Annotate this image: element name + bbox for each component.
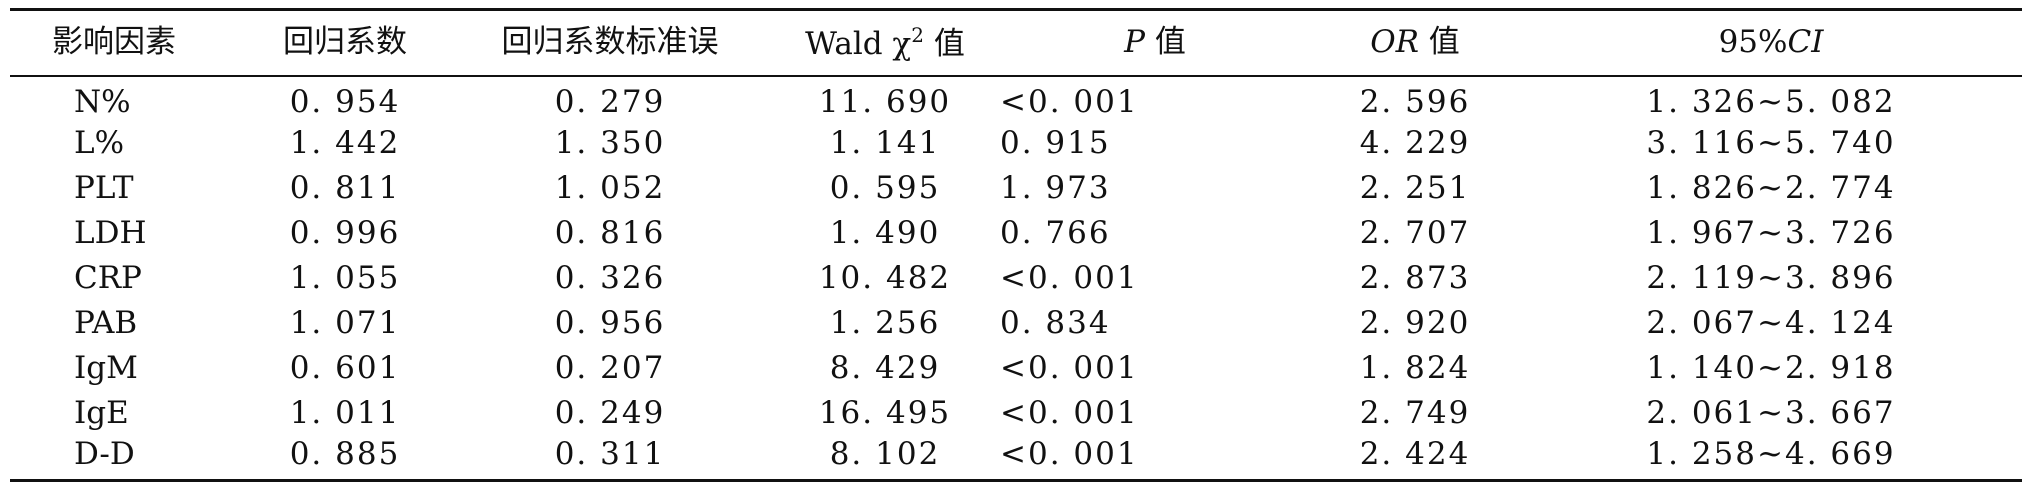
cell-factor: L%: [74, 124, 125, 161]
cell-se: 0. 279: [554, 84, 666, 120]
header-ci-symbol: CI: [1787, 24, 1824, 61]
cell-or: 2. 424: [1310, 435, 1520, 482]
cell-p: <0. 001: [1000, 435, 1310, 482]
table-row: PAB 1. 071 0. 956 1. 256 0. 834 2. 920 2…: [10, 301, 2022, 346]
cell-factor: LDH: [74, 214, 147, 251]
cell-se: 0. 816: [554, 214, 666, 251]
header-p-suffix: 值: [1145, 24, 1186, 61]
cell-factor: PAB: [74, 304, 138, 341]
header-p-symbol: P: [1124, 24, 1145, 61]
cell-or: 2. 920: [1359, 304, 1471, 341]
cell-p: 0. 915: [1000, 124, 1111, 161]
cell-factor: D-D: [10, 435, 240, 482]
cell-coef: 0. 996: [289, 214, 401, 251]
cell-or: 2. 707: [1359, 214, 1471, 251]
cell-se: 0. 249: [554, 394, 666, 431]
cell-wald: 0. 595: [829, 169, 941, 206]
cell-wald: 1. 490: [829, 214, 941, 251]
header-factor: 影响因素: [10, 8, 240, 77]
cell-coef: 1. 055: [289, 259, 401, 296]
cell-coef: 0. 811: [289, 169, 401, 206]
cell-factor: CRP: [74, 259, 142, 296]
table-row: D-D 0. 885 0. 311 8. 102 <0. 001 2. 424 …: [10, 435, 2022, 482]
cell-coef: 0. 954: [289, 84, 401, 120]
cell-coef: 0. 601: [289, 349, 401, 386]
cell-ci: 2. 067~4. 124: [1646, 304, 1896, 341]
cell-se: 0. 311: [450, 435, 770, 482]
table-row: L% 1. 442 1. 350 1. 141 0. 915 4. 229 3.…: [10, 121, 2022, 166]
regression-table: 影响因素 回归系数 回归系数标准误 Wald χ2 值 P 值 OR 值 95%…: [10, 8, 2022, 482]
table-row: IgE 1. 011 0. 249 16. 495 <0. 001 2. 749…: [10, 391, 2022, 436]
cell-p: <0. 001: [1000, 349, 1139, 386]
cell-p: <0. 001: [1000, 394, 1139, 431]
cell-factor: IgM: [74, 349, 138, 386]
cell-wald: 11. 690: [818, 84, 952, 120]
table-row: CRP 1. 055 0. 326 10. 482 <0. 001 2. 873…: [10, 256, 2022, 301]
cell-p: 1. 973: [1000, 169, 1111, 206]
header-p: P 值: [1000, 8, 1310, 77]
header-ci: 95%CI: [1520, 8, 2022, 77]
header-or: OR 值: [1310, 8, 1520, 77]
table-row: IgM 0. 601 0. 207 8. 429 <0. 001 1. 824 …: [10, 346, 2022, 391]
table-row: LDH 0. 996 0. 816 1. 490 0. 766 2. 707 1…: [10, 211, 2022, 256]
cell-or: 2. 873: [1359, 259, 1471, 296]
table-row: PLT 0. 811 1. 052 0. 595 1. 973 2. 251 1…: [10, 166, 2022, 211]
header-wald-superscript: 2: [911, 23, 924, 48]
header-ci-prefix: 95%: [1718, 24, 1788, 61]
cell-ci: 1. 826~2. 774: [1646, 169, 1896, 206]
cell-or: 2. 251: [1359, 169, 1471, 206]
cell-wald: 8. 102: [770, 435, 1000, 482]
table-row: N% 0. 954 0. 279 11. 690 <0. 001 2. 596 …: [10, 76, 2022, 121]
cell-ci: 1. 140~2. 918: [1646, 349, 1896, 386]
cell-se: 0. 956: [554, 304, 666, 341]
cell-ci: 2. 061~3. 667: [1646, 394, 1896, 431]
cell-coef: 1. 011: [289, 394, 401, 431]
header-coef: 回归系数: [240, 8, 450, 77]
header-wald-text: Wald χ: [805, 26, 912, 63]
header-wald: Wald χ2 值: [770, 8, 1000, 77]
cell-p: 0. 766: [1000, 214, 1111, 251]
cell-p: <0. 001: [1000, 259, 1139, 296]
cell-p: 0. 834: [1000, 304, 1111, 341]
cell-coef: 0. 885: [240, 435, 450, 482]
header-se: 回归系数标准误: [450, 8, 770, 77]
header-row: 影响因素 回归系数 回归系数标准误 Wald χ2 值 P 值 OR 值 95%…: [10, 8, 2022, 77]
cell-ci: 3. 116~5. 740: [1646, 124, 1896, 161]
cell-factor: N%: [74, 84, 131, 120]
cell-coef: 1. 071: [289, 304, 401, 341]
cell-factor: IgE: [74, 394, 129, 431]
header-or-symbol: OR: [1370, 24, 1419, 61]
cell-wald: 16. 495: [818, 394, 952, 431]
cell-or: 4. 229: [1359, 124, 1471, 161]
cell-or: 1. 824: [1359, 349, 1471, 386]
cell-se: 0. 326: [554, 259, 666, 296]
header-wald-suffix: 值: [923, 26, 965, 63]
cell-wald: 10. 482: [818, 259, 952, 296]
cell-ci: 2. 119~3. 896: [1646, 259, 1896, 296]
cell-ci: 1. 258~4. 669: [1520, 435, 2022, 482]
cell-se: 0. 207: [554, 349, 666, 386]
cell-or: 2. 596: [1359, 84, 1471, 120]
cell-wald: 1. 141: [829, 124, 941, 161]
cell-wald: 8. 429: [829, 349, 941, 386]
cell-p: <0. 001: [1000, 84, 1139, 120]
cell-factor: PLT: [74, 169, 134, 206]
cell-se: 1. 350: [554, 124, 666, 161]
cell-ci: 1. 326~5. 082: [1646, 84, 1896, 120]
cell-wald: 1. 256: [829, 304, 941, 341]
cell-se: 1. 052: [554, 169, 666, 206]
header-or-suffix: 值: [1418, 24, 1460, 61]
cell-or: 2. 749: [1359, 394, 1471, 431]
cell-coef: 1. 442: [289, 124, 401, 161]
cell-ci: 1. 967~3. 726: [1646, 214, 1896, 251]
